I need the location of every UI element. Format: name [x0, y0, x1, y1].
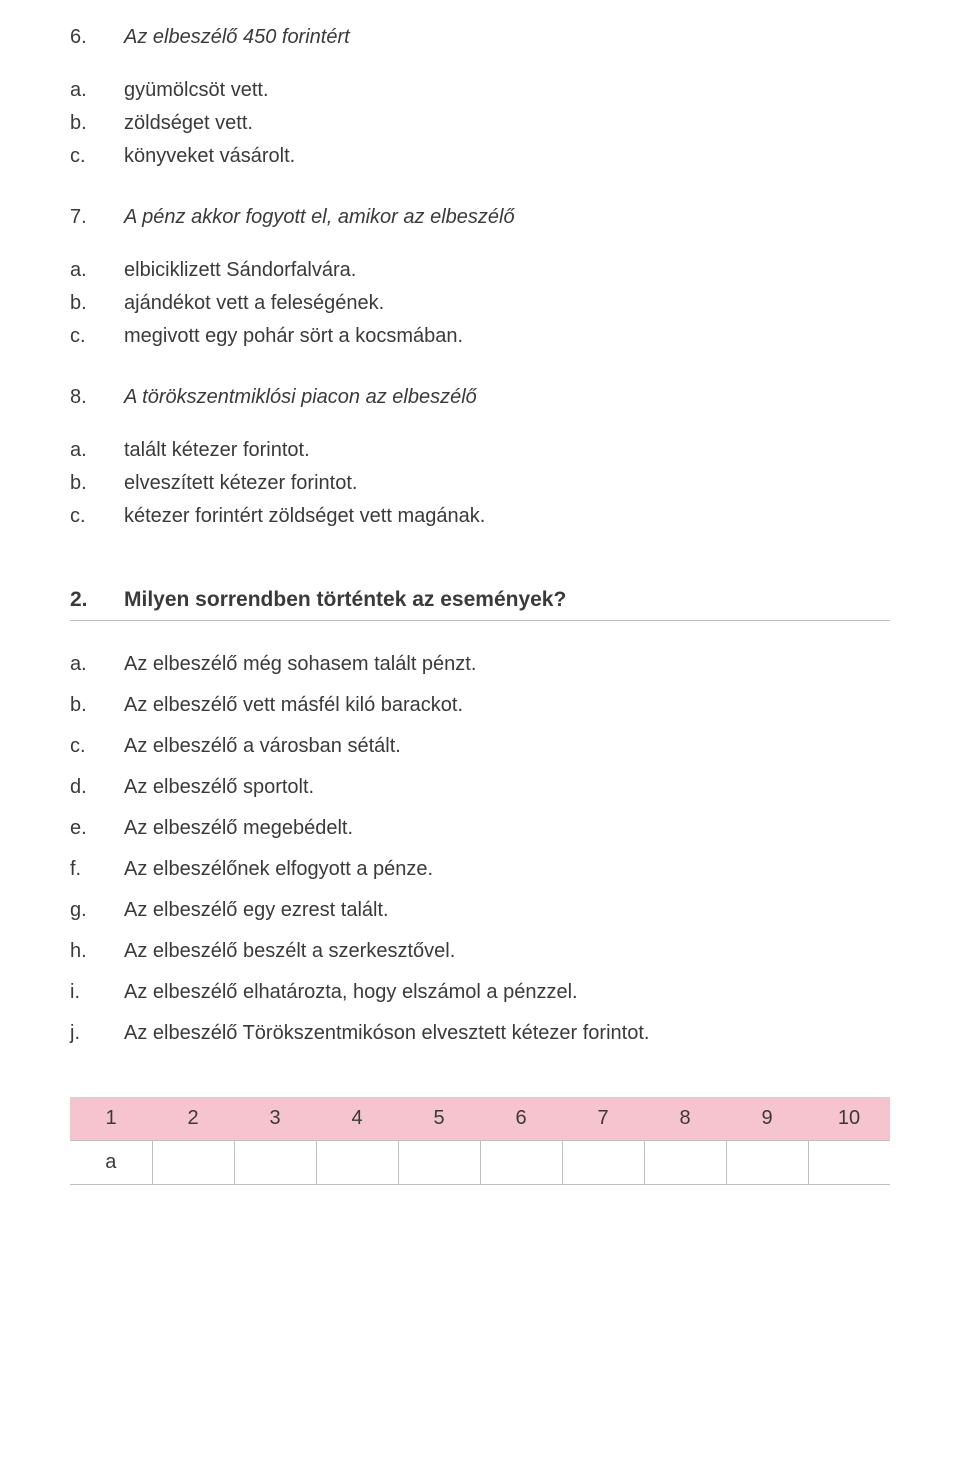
- option-letter: c.: [70, 143, 124, 170]
- event-letter: h.: [70, 938, 124, 965]
- answer-header-cell: 5: [398, 1097, 480, 1141]
- question-number: 6.: [70, 24, 124, 51]
- event-letter: f.: [70, 856, 124, 883]
- question-text: A törökszentmiklósi piacon az elbeszélő: [124, 384, 477, 411]
- answer-header-cell: 2: [152, 1097, 234, 1141]
- option-text: elveszített kétezer forintot.: [124, 470, 890, 497]
- answer-cell[interactable]: [480, 1141, 562, 1185]
- event-text: Az elbeszélő Törökszentmikóson elvesztet…: [124, 1020, 890, 1047]
- event-text: Az elbeszélő megebédelt.: [124, 815, 890, 842]
- option-text: kétezer forintért zöldséget vett magának…: [124, 503, 890, 530]
- section-number: 2.: [70, 586, 124, 614]
- question-text: Az elbeszélő 450 forintért: [124, 24, 350, 51]
- event-text: Az elbeszélő egy ezrest talált.: [124, 897, 890, 924]
- option-text: elbiciklizett Sándorfalvára.: [124, 257, 890, 284]
- answer-cell[interactable]: [808, 1141, 890, 1185]
- option-letter: a.: [70, 437, 124, 464]
- event-text: Az elbeszélő vett másfél kiló barackot.: [124, 692, 890, 719]
- option-letter: c.: [70, 503, 124, 530]
- option-text: gyümölcsöt vett.: [124, 77, 890, 104]
- question-text: A pénz akkor fogyott el, amikor az elbes…: [124, 204, 515, 231]
- event-text: Az elbeszélő beszélt a szerkesztővel.: [124, 938, 890, 965]
- event-text: Az elbeszélő még sohasem talált pénzt.: [124, 651, 890, 678]
- question-number: 7.: [70, 204, 124, 231]
- answer-cell[interactable]: [316, 1141, 398, 1185]
- answer-cell[interactable]: [562, 1141, 644, 1185]
- event-text: Az elbeszélőnek elfogyott a pénze.: [124, 856, 890, 883]
- question-number: 8.: [70, 384, 124, 411]
- option-text: talált kétezer forintot.: [124, 437, 890, 464]
- events-list: a.Az elbeszélő még sohasem talált pénzt.…: [70, 651, 890, 1047]
- event-letter: b.: [70, 692, 124, 719]
- question-block-8: 8. A törökszentmiklósi piacon az elbeszé…: [70, 384, 890, 530]
- event-letter: c.: [70, 733, 124, 760]
- option-letter: a.: [70, 77, 124, 104]
- answer-cell[interactable]: [726, 1141, 808, 1185]
- option-letter: b.: [70, 290, 124, 317]
- section-title: Milyen sorrendben történtek az események…: [124, 586, 566, 614]
- question-block-6: 6. Az elbeszélő 450 forintért a.gyümölcs…: [70, 24, 890, 170]
- event-letter: a.: [70, 651, 124, 678]
- answer-header-cell: 6: [480, 1097, 562, 1141]
- answer-table: 1 2 3 4 5 6 7 8 9 10 a: [70, 1097, 890, 1185]
- answer-header-cell: 3: [234, 1097, 316, 1141]
- option-text: zöldséget vett.: [124, 110, 890, 137]
- answer-table-row: a: [70, 1141, 890, 1185]
- section-heading: 2. Milyen sorrendben történtek az esemén…: [70, 586, 890, 621]
- event-text: Az elbeszélő sportolt.: [124, 774, 890, 801]
- answer-cell[interactable]: [398, 1141, 480, 1185]
- answer-header-cell: 8: [644, 1097, 726, 1141]
- answer-header-cell: 1: [70, 1097, 152, 1141]
- answer-cell[interactable]: [152, 1141, 234, 1185]
- answer-cell[interactable]: [234, 1141, 316, 1185]
- answer-cell[interactable]: a: [70, 1141, 152, 1185]
- answer-header-cell: 10: [808, 1097, 890, 1141]
- answer-cell[interactable]: [644, 1141, 726, 1185]
- event-letter: d.: [70, 774, 124, 801]
- option-text: ajándékot vett a feleségének.: [124, 290, 890, 317]
- question-block-7: 7. A pénz akkor fogyott el, amikor az el…: [70, 204, 890, 350]
- option-letter: a.: [70, 257, 124, 284]
- answer-header-cell: 7: [562, 1097, 644, 1141]
- event-text: Az elbeszélő a városban sétált.: [124, 733, 890, 760]
- option-letter: c.: [70, 323, 124, 350]
- event-letter: e.: [70, 815, 124, 842]
- event-letter: i.: [70, 979, 124, 1006]
- option-text: könyveket vásárolt.: [124, 143, 890, 170]
- answer-table-header-row: 1 2 3 4 5 6 7 8 9 10: [70, 1097, 890, 1141]
- option-text: megivott egy pohár sört a kocsmában.: [124, 323, 890, 350]
- answer-header-cell: 4: [316, 1097, 398, 1141]
- option-letter: b.: [70, 470, 124, 497]
- answer-header-cell: 9: [726, 1097, 808, 1141]
- event-letter: g.: [70, 897, 124, 924]
- event-letter: j.: [70, 1020, 124, 1047]
- option-letter: b.: [70, 110, 124, 137]
- event-text: Az elbeszélő elhatározta, hogy elszámol …: [124, 979, 890, 1006]
